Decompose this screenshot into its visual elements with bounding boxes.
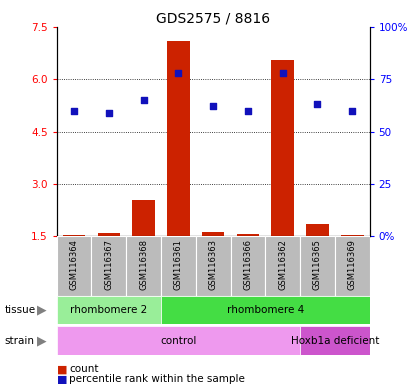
Bar [196, 236, 231, 296]
Bar [57, 326, 300, 355]
Text: GSM116362: GSM116362 [278, 239, 287, 290]
Point [314, 101, 321, 108]
Text: Hoxb1a deficient: Hoxb1a deficient [291, 336, 379, 346]
Text: GSM116366: GSM116366 [244, 239, 252, 290]
Text: GSM116368: GSM116368 [139, 239, 148, 290]
Bar [57, 236, 92, 296]
Text: ■: ■ [57, 374, 67, 384]
Bar [231, 236, 265, 296]
Point [244, 108, 251, 114]
Point [175, 70, 182, 76]
Text: tissue: tissue [4, 305, 35, 315]
Bar [161, 296, 370, 324]
Point [210, 103, 217, 109]
Bar [300, 326, 370, 355]
Text: GSM116367: GSM116367 [104, 239, 113, 290]
Point [140, 97, 147, 103]
Text: control: control [160, 336, 197, 346]
Text: percentile rank within the sample: percentile rank within the sample [69, 374, 245, 384]
Text: ■: ■ [57, 364, 67, 374]
Title: GDS2575 / 8816: GDS2575 / 8816 [156, 12, 270, 26]
Text: rhombomere 4: rhombomere 4 [227, 305, 304, 315]
Point [71, 108, 77, 114]
Bar [335, 236, 370, 296]
Bar [202, 232, 224, 236]
Bar [236, 234, 259, 236]
Bar [63, 235, 85, 236]
Bar [126, 236, 161, 296]
Text: count: count [69, 364, 99, 374]
Point [105, 109, 112, 116]
Bar [265, 236, 300, 296]
Text: GSM116364: GSM116364 [70, 239, 79, 290]
Bar [97, 233, 120, 236]
Text: GSM116365: GSM116365 [313, 239, 322, 290]
Text: rhombomere 2: rhombomere 2 [70, 305, 147, 315]
Bar [341, 235, 364, 236]
Text: GSM116361: GSM116361 [174, 239, 183, 290]
Bar [167, 41, 190, 236]
Text: strain: strain [4, 336, 34, 346]
Bar [57, 296, 161, 324]
Text: GSM116363: GSM116363 [209, 239, 218, 290]
Bar [92, 236, 126, 296]
Point [349, 108, 356, 114]
Text: GSM116369: GSM116369 [348, 239, 357, 290]
Bar [271, 60, 294, 236]
Bar [306, 224, 329, 236]
Point [279, 70, 286, 76]
Bar [300, 236, 335, 296]
Text: ▶: ▶ [37, 304, 47, 316]
Text: ▶: ▶ [37, 334, 47, 347]
Bar [132, 200, 155, 236]
Bar [161, 236, 196, 296]
